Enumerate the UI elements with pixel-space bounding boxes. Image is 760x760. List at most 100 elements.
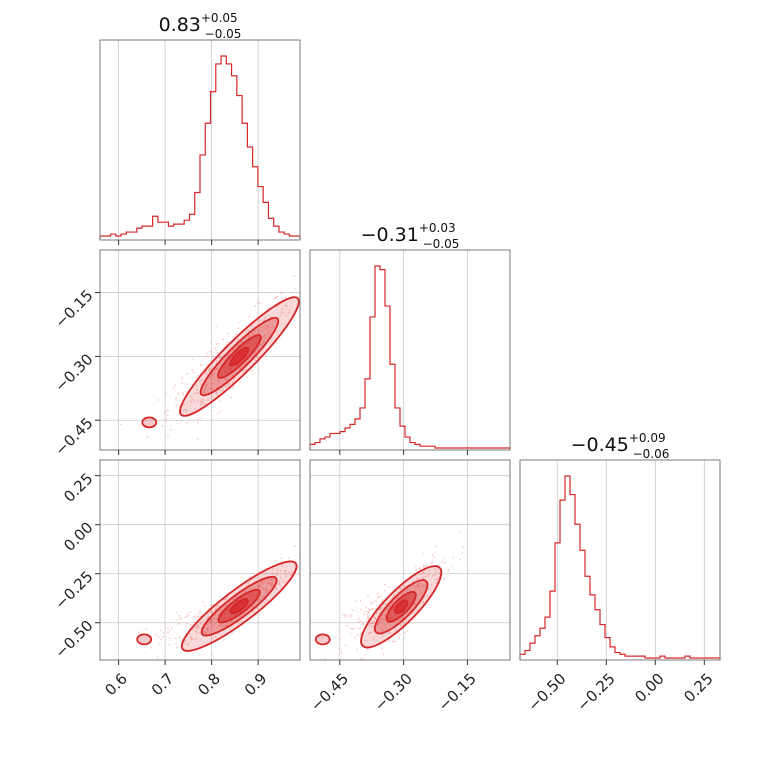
sample-point: [174, 637, 177, 640]
sample-point: [193, 392, 196, 394]
sample-point: [225, 347, 228, 350]
sample-point: [264, 316, 267, 319]
sample-point: [444, 562, 446, 564]
sample-point: [403, 631, 406, 634]
contour-fill-3: [230, 347, 249, 366]
sample-point: [157, 399, 160, 401]
sample-point: [435, 578, 438, 581]
frame-r2-c2: [519, 459, 721, 661]
sample-point: [354, 636, 357, 639]
sample-point: [234, 333, 237, 336]
sample-point: [381, 599, 384, 601]
xtick-label-param-3-2: 0.00: [631, 670, 667, 706]
sample-point: [383, 617, 386, 620]
sample-point: [263, 319, 266, 321]
ytick-label-param-2-1: −0.30: [51, 350, 96, 395]
sample-point: [231, 380, 234, 383]
sample-point: [259, 343, 262, 346]
ytick-label-param-3-1: −0.25: [51, 568, 96, 613]
sample-point: [413, 611, 415, 614]
sample-point: [420, 591, 423, 594]
sample-point: [189, 610, 192, 613]
xtick-label-param-2-1: −0.30: [371, 670, 416, 715]
sample-point: [280, 337, 283, 340]
sample-point: [232, 336, 235, 339]
grid-r0-c0: [118, 40, 259, 240]
sample-point: [357, 617, 360, 620]
sample-point: [380, 626, 382, 629]
sample-point: [224, 385, 227, 388]
tail-blob-fill: [315, 634, 330, 645]
sample-point: [261, 586, 263, 589]
sample-point: [288, 309, 291, 312]
sample-point: [271, 583, 274, 586]
sample-point: [262, 595, 264, 598]
grid-r2-c2: [556, 460, 705, 660]
sample-point: [168, 629, 171, 632]
sample-point: [275, 341, 278, 344]
contour-line-0: [180, 560, 298, 652]
sample-point: [373, 638, 376, 641]
sample-point: [384, 583, 386, 586]
sample-point: [180, 617, 183, 620]
sample-point: [184, 640, 186, 642]
sample-point: [204, 372, 207, 375]
sample-point: [188, 632, 191, 635]
sample-point: [211, 372, 214, 375]
sample-point: [225, 622, 228, 625]
sample-point: [214, 607, 217, 609]
sample-point: [263, 601, 266, 604]
sample-point: [217, 412, 220, 415]
sample-point: [433, 568, 436, 570]
sample-point: [199, 417, 202, 420]
sample-point: [201, 619, 204, 622]
sample-point: [415, 565, 417, 568]
sample-point: [265, 592, 268, 594]
contour-line-3: [229, 598, 249, 615]
sample-point: [183, 642, 185, 645]
sample-point: [213, 382, 216, 385]
sample-point: [247, 582, 250, 585]
sample-point: [297, 565, 300, 568]
sample-point: [218, 389, 221, 392]
sample-point: [204, 631, 206, 634]
sample-point: [350, 614, 353, 617]
sample-point: [405, 590, 408, 593]
sample-point: [459, 531, 462, 534]
sample-point: [211, 610, 213, 613]
sample-point: [381, 623, 384, 625]
sample-point: [381, 647, 383, 650]
panel-r2-c2: [519, 459, 721, 665]
sample-point: [338, 630, 341, 633]
sample-point: [443, 557, 446, 560]
sample-point: [257, 367, 260, 370]
sample-point: [266, 589, 268, 591]
sample-point: [384, 589, 386, 592]
sample-point: [201, 368, 204, 371]
sample-point: [245, 376, 248, 378]
sample-point: [367, 615, 369, 618]
frame-r2-c0: [99, 459, 301, 661]
sample-point: [216, 605, 218, 608]
sample-point: [274, 330, 277, 333]
sample-point: [356, 634, 359, 637]
sample-point: [184, 616, 187, 619]
sample-point: [224, 598, 227, 601]
grid-r2-c1: [310, 460, 510, 660]
sample-point: [412, 584, 414, 587]
sample-point: [399, 633, 401, 636]
sample-point: [256, 607, 259, 610]
sample-point: [253, 330, 256, 333]
sample-point: [165, 410, 168, 413]
sample-point: [435, 545, 438, 548]
sample-point: [226, 383, 229, 386]
sample-point: [222, 338, 225, 341]
sample-point: [371, 608, 374, 610]
sample-point: [175, 611, 178, 614]
sample-point: [250, 370, 253, 372]
sample-point: [192, 370, 195, 373]
sample-point: [288, 571, 290, 574]
sample-point: [280, 311, 283, 314]
sample-point: [415, 569, 417, 572]
sample-point: [462, 546, 465, 549]
